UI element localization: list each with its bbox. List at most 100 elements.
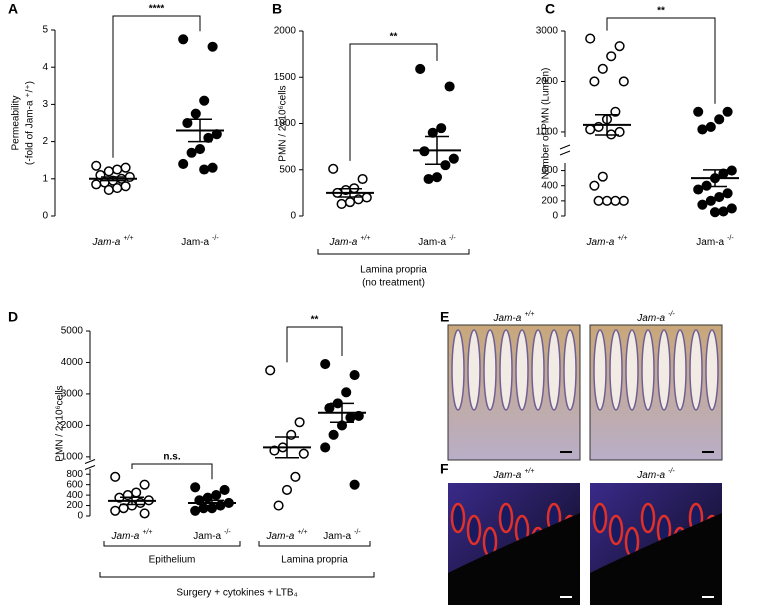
category-label: Jam-a -/- — [181, 235, 219, 248]
category-name: Jam-a — [329, 237, 358, 248]
y-tick-label: 2000 — [61, 420, 84, 431]
data-point — [701, 180, 712, 191]
category-sup: -/- — [668, 311, 675, 318]
data-point — [618, 76, 629, 87]
category-sup: -/- — [224, 529, 231, 536]
category-label: Jam-a +/+ — [266, 529, 308, 542]
data-point — [585, 124, 596, 135]
data-point — [705, 121, 716, 132]
data-point — [597, 171, 608, 182]
footer-label: (no treatment) — [362, 278, 425, 289]
y-axis-label: Number of PMN (Lumen) — [541, 68, 552, 180]
axis-break — [84, 465, 96, 470]
y-tick-label: 500 — [279, 164, 296, 175]
y-tick-label: 400 — [541, 180, 558, 191]
data-point — [103, 184, 114, 196]
data-point — [361, 192, 372, 203]
crypt — [515, 329, 529, 411]
category-name: Jam-a — [92, 237, 121, 248]
data-point — [120, 162, 131, 173]
data-point — [585, 33, 596, 44]
data-point — [436, 123, 447, 134]
crypt — [657, 329, 671, 411]
category-sup: +/+ — [142, 529, 152, 536]
micrograph — [448, 483, 580, 605]
significance-bracket — [349, 43, 438, 161]
category-label: Jam-a -/- — [418, 235, 456, 248]
category-sup: +/+ — [524, 468, 534, 475]
data-point — [714, 114, 725, 125]
crypt — [641, 329, 655, 411]
category-sup: -/- — [354, 529, 361, 536]
subgroup-label: Epithelium — [149, 555, 196, 566]
category-name: Jam-a — [111, 531, 140, 542]
category-name: Jam-a — [636, 313, 665, 324]
crypt — [689, 329, 703, 411]
crypt — [609, 329, 623, 411]
crypt — [498, 502, 514, 534]
y-axis-label: Permeability — [11, 95, 22, 150]
data-point — [693, 106, 704, 117]
data-point — [273, 500, 284, 511]
data-point — [182, 117, 193, 129]
significance-label: **** — [149, 4, 165, 15]
data-point — [103, 166, 114, 177]
data-point — [589, 180, 600, 191]
category-name: Jam-a — [323, 531, 351, 542]
data-point — [328, 163, 339, 174]
data-point — [91, 160, 102, 171]
data-point — [199, 95, 210, 106]
y-tick-label: 600 — [66, 479, 83, 490]
data-point — [139, 508, 150, 519]
y-tick-label: 5000 — [61, 326, 84, 337]
data-point — [341, 387, 352, 398]
y-tick-label: 400 — [66, 490, 83, 501]
y-tick-label: 4000 — [61, 357, 84, 368]
data-point — [139, 479, 150, 490]
crypt — [673, 329, 687, 411]
category-name: Jam-a — [586, 237, 615, 248]
y-axis-label: PMN / 2x10⁶cells — [55, 385, 66, 461]
category-label: Jam-a +/+ — [111, 529, 153, 542]
data-point — [320, 358, 331, 370]
panel-letter: E — [440, 309, 449, 325]
data-point — [722, 106, 733, 117]
category-label: Jam-a -/- — [636, 311, 675, 324]
y-tick-label: 1500 — [274, 72, 297, 83]
y-tick-label: 5 — [42, 25, 48, 36]
y-tick-label: 1 — [42, 173, 48, 184]
category-name: Jam-a — [493, 470, 522, 481]
crypt — [483, 329, 497, 411]
category-name: Jam-a — [493, 313, 522, 324]
y-tick-label: 1000 — [536, 127, 559, 138]
data-point — [265, 365, 276, 376]
y-tick-label: 2000 — [274, 26, 297, 37]
crypt — [466, 514, 482, 546]
data-point — [718, 168, 729, 179]
significance-label: ** — [390, 32, 398, 43]
crypt — [547, 329, 561, 411]
category-sup: -/- — [668, 468, 675, 475]
y-tick-label: 3000 — [61, 389, 84, 400]
data-point — [320, 442, 331, 453]
category-sup: +/+ — [123, 235, 133, 242]
crypt — [467, 329, 481, 411]
significance-bracket — [606, 17, 716, 104]
y-tick-label: 800 — [66, 469, 83, 480]
category-name: Jam-a — [696, 237, 724, 248]
category-label: Jam-a +/+ — [493, 311, 535, 324]
data-point — [324, 403, 335, 414]
data-point — [190, 482, 201, 493]
data-point — [112, 164, 123, 175]
data-point — [219, 484, 230, 495]
data-point — [328, 429, 339, 440]
data-point — [440, 160, 451, 171]
axis-break — [559, 144, 571, 150]
data-point — [697, 199, 708, 210]
category-sup: -/- — [449, 235, 456, 242]
y-tick-label: 0 — [42, 211, 48, 222]
data-point — [178, 34, 189, 45]
data-point — [190, 505, 201, 516]
axis-break — [84, 459, 96, 464]
data-point — [589, 76, 600, 87]
